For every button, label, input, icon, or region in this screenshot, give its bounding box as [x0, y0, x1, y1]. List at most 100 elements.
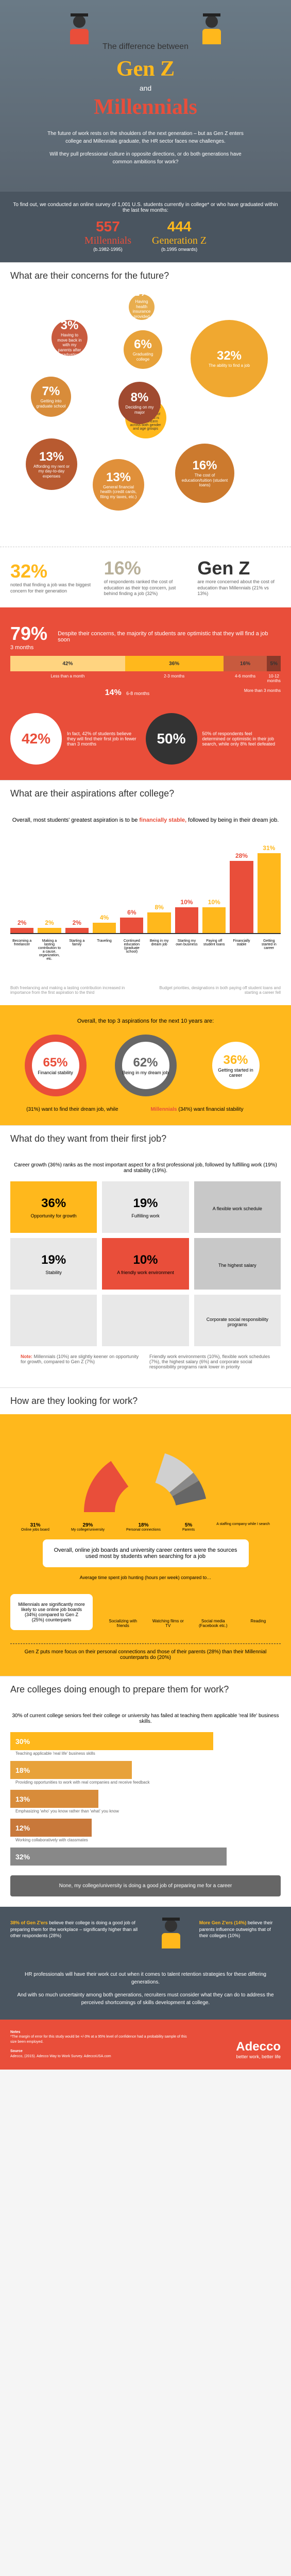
- concern-bubble: 7%Getting into graduate school: [31, 377, 71, 417]
- job-cell: [102, 1295, 189, 1346]
- footer-source: Adecco, (2015). Adecco Way to Work Surve…: [10, 2054, 191, 2059]
- concern-bubble: 6%Graduating college: [124, 330, 162, 369]
- half-opt-circle: 50%: [146, 713, 197, 765]
- mill-opt-desc: In fact, 42% of students believe they wi…: [62, 731, 146, 747]
- college-hbar: 18%Providing opportunities to work with …: [10, 1761, 281, 1786]
- bottom-p2: And with so much uncertainty among both …: [10, 1991, 281, 2007]
- gauge-label: 18%Personal connections: [126, 1522, 161, 1532]
- job-cell: Corporate social responsibility programs: [194, 1295, 281, 1346]
- asp-bar: 31%: [258, 844, 281, 933]
- brand-logo: Adecco: [236, 2040, 281, 2054]
- header: The difference between Gen Z and Millenn…: [0, 0, 291, 192]
- opt-bar-segment: 42%: [10, 656, 125, 671]
- mill-label: Millennials: [84, 235, 131, 247]
- job-cell: 36%Opportunity for growth: [10, 1181, 97, 1233]
- millennials-title: Millennials: [10, 95, 281, 120]
- activity-icon: Socializing with friends: [105, 1596, 141, 1628]
- asp-lead-hl: financially stable,: [139, 817, 186, 823]
- section-aspirations-title: What are their aspirations after college…: [0, 780, 291, 807]
- optimism-labels: Less than a month2-3 months4-6 months10-…: [10, 674, 281, 683]
- concern-bubble: 3%Having to move back in with my parents…: [52, 320, 88, 356]
- concern-bubble: 8%Deciding on my major: [118, 382, 161, 424]
- asp-bar: 4%: [93, 914, 116, 933]
- asp-foot-left: Both freelancing and making a lasting co…: [10, 986, 141, 995]
- activity-icon: Watching films or TV: [150, 1596, 186, 1628]
- survey-counts: To find out, we conducted an online surv…: [0, 192, 291, 262]
- asp-bar-label: Making a lasting contribution to a cause…: [38, 939, 61, 960]
- asp-bar-label: Getting started in career: [258, 939, 281, 960]
- gauge-label: 5%Parents: [182, 1522, 195, 1532]
- looking-section: 31%Online jobs board29%My college/univer…: [0, 1414, 291, 1676]
- look-dots-label: Average time spent job hunting (hours pe…: [10, 1575, 281, 1580]
- aspirations-section: Overall, most students' greatest aspirat…: [0, 807, 291, 1005]
- concern-stat: 32%noted that finding a job was the bigg…: [10, 561, 94, 594]
- three-mill-desc: want financial stability: [194, 1107, 244, 1112]
- footer-notes-title: Notes: [10, 2030, 191, 2035]
- intro-1: The future of work rests on the shoulder…: [43, 130, 249, 145]
- asp-bar-label: Financially stable: [230, 939, 253, 960]
- mill-opt-circle: 42%: [10, 713, 62, 765]
- asp-bar-label: Starting my own business: [175, 939, 198, 960]
- gauge-label: 29%My college/university: [71, 1522, 105, 1532]
- concerns-stats-row: 32%noted that finding a job was the bigg…: [0, 547, 291, 607]
- header-prefix: The difference between: [102, 42, 189, 52]
- opt-extra-pct: 14%: [105, 688, 122, 697]
- job-cell: [10, 1295, 97, 1346]
- colleges-section: 30% of current college seniors feel thei…: [0, 1703, 291, 1907]
- asp-bar-label: Starting a family: [65, 939, 89, 960]
- look-center-note: Overall, online job boards and universit…: [43, 1539, 249, 1567]
- footer-notes: *The margin of error for this study woul…: [10, 2035, 191, 2045]
- millennial-grad-icon: [66, 15, 92, 52]
- bottom-left: 38% of Gen Z'ers believe their college i…: [10, 1920, 143, 1958]
- job-cell: 10%A friendly work environment: [102, 1238, 189, 1290]
- activity-icon: Social media (Facebook etc.): [195, 1596, 231, 1628]
- brand-tagline: better work, better life: [236, 2054, 281, 2059]
- firstjob-section: Career growth (36%) ranks as the most im…: [0, 1152, 291, 1387]
- genz-label: Generation Z: [152, 235, 207, 247]
- bottom-p1: HR professionals will have their work cu…: [10, 1971, 281, 1986]
- opt-more: More than 3 months: [244, 688, 281, 693]
- section-colleges-title: Are colleges doing enough to prepare the…: [0, 1676, 291, 1703]
- job-lead: Career growth (36%) ranks as the most im…: [10, 1162, 281, 1174]
- college-hbar: 12%Working collaboratively with classmat…: [10, 1819, 281, 1843]
- asp-bar: 28%: [230, 852, 253, 933]
- gauge-label: A staffing company while I search: [216, 1522, 270, 1532]
- asp-bar: 2%: [10, 919, 33, 933]
- opt-headline-sub: 3 months: [10, 645, 47, 651]
- asp-bar: 2%: [38, 919, 61, 933]
- genz-count: 444: [152, 218, 207, 235]
- genz-years: (b.1995 onwards): [152, 247, 207, 252]
- college-hbar: 32%: [10, 1848, 281, 1868]
- section-firstjob-title: What do they want from their first job?: [0, 1125, 291, 1152]
- asp-bar: 6%: [120, 909, 143, 933]
- mill-count: 557: [84, 218, 131, 235]
- section-looking-title: How are they looking for work?: [0, 1387, 291, 1414]
- optimism-bar-chart: 42%36%16%5%: [10, 656, 281, 671]
- concern-bubble: 16%The cost of education/tuition (studen…: [175, 444, 234, 503]
- asp-bar-label: Paying off student loans: [202, 939, 226, 960]
- asp-bar-label: Becoming a freelancer: [10, 939, 33, 960]
- concerns-bubble-chart: The ability to find a job is by far the …: [0, 289, 291, 547]
- three-aspirations: Overall, the top 3 aspirations for the n…: [0, 1005, 291, 1125]
- bottom-section: 38% of Gen Z'ers believe their college i…: [0, 1907, 291, 2020]
- concern-stat: 16%of respondents ranked the cost of edu…: [104, 557, 187, 597]
- asp-ring: 65%Financial stability: [25, 1035, 87, 1096]
- job-note-right: Friendly work environments (10%), flexib…: [149, 1354, 270, 1369]
- job-note-mill: Note: Millennials (10%) are slightly kee…: [21, 1354, 142, 1369]
- genz-grad-icon: [199, 15, 225, 52]
- asp-bar-label: Being in my dream job: [147, 939, 170, 960]
- concern-bubble: 32%The ability to find a job: [191, 320, 268, 397]
- college-hbar: 30%Teaching applicable 'real life' busin…: [10, 1732, 281, 1757]
- three-asp-title: Overall, the top 3 aspirations for the n…: [10, 1018, 281, 1024]
- intro-2: Will they pull professional culture in o…: [43, 150, 249, 166]
- bottom-right: More Gen Z'ers (14%) believe their paren…: [199, 1920, 281, 1958]
- opt-bar-segment: 16%: [224, 656, 267, 671]
- college-lead: 30% of current college seniors feel thei…: [10, 1713, 281, 1724]
- opt-bar-segment: 5%: [267, 656, 281, 671]
- opt-desc: Despite their concerns, the majority of …: [58, 631, 281, 643]
- concern-bubble: 13%General financial health (credit card…: [93, 459, 144, 511]
- asp-foot-right: Budget priorities, designations in both …: [151, 986, 281, 995]
- opt-headline-pct: 79%: [10, 623, 47, 645]
- and-text: and: [10, 84, 281, 92]
- asp-lead: Overall, most students' greatest aspirat…: [12, 817, 138, 823]
